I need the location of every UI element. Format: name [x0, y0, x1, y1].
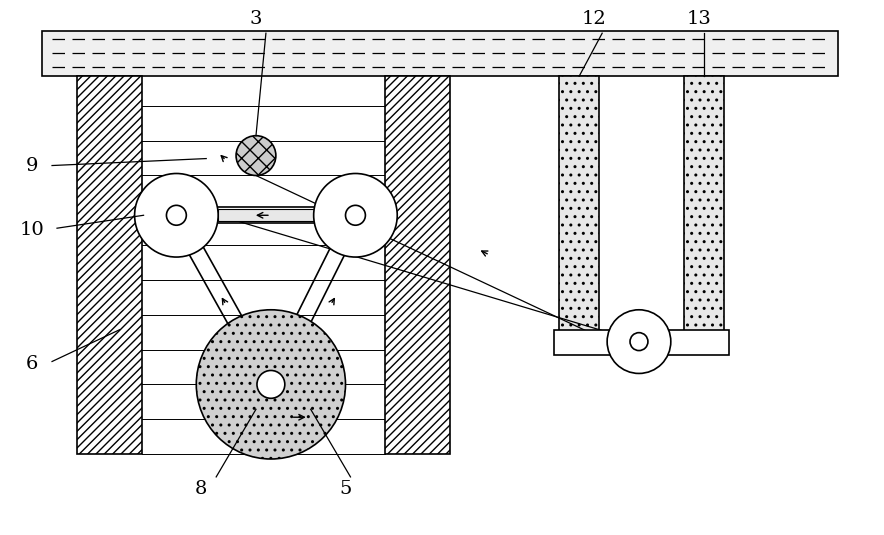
Text: 3: 3 — [249, 10, 263, 28]
Bar — [683, 76, 723, 340]
Bar — [218, 209, 314, 221]
Circle shape — [314, 173, 397, 257]
Text: 5: 5 — [339, 480, 352, 498]
Text: 9: 9 — [26, 157, 38, 174]
Text: 12: 12 — [582, 10, 606, 28]
Bar — [560, 76, 599, 340]
Bar — [42, 31, 838, 76]
Bar — [385, 76, 450, 454]
Text: 13: 13 — [686, 10, 711, 28]
Text: 10: 10 — [19, 221, 44, 239]
Circle shape — [166, 205, 187, 225]
Text: 8: 8 — [195, 480, 208, 498]
Circle shape — [346, 205, 365, 225]
Circle shape — [236, 136, 276, 175]
Circle shape — [257, 370, 285, 399]
Text: 6: 6 — [26, 355, 38, 373]
Circle shape — [630, 333, 648, 350]
Bar — [554, 330, 728, 355]
Circle shape — [607, 310, 671, 373]
Circle shape — [134, 173, 218, 257]
Circle shape — [196, 310, 346, 459]
Bar — [77, 76, 141, 454]
